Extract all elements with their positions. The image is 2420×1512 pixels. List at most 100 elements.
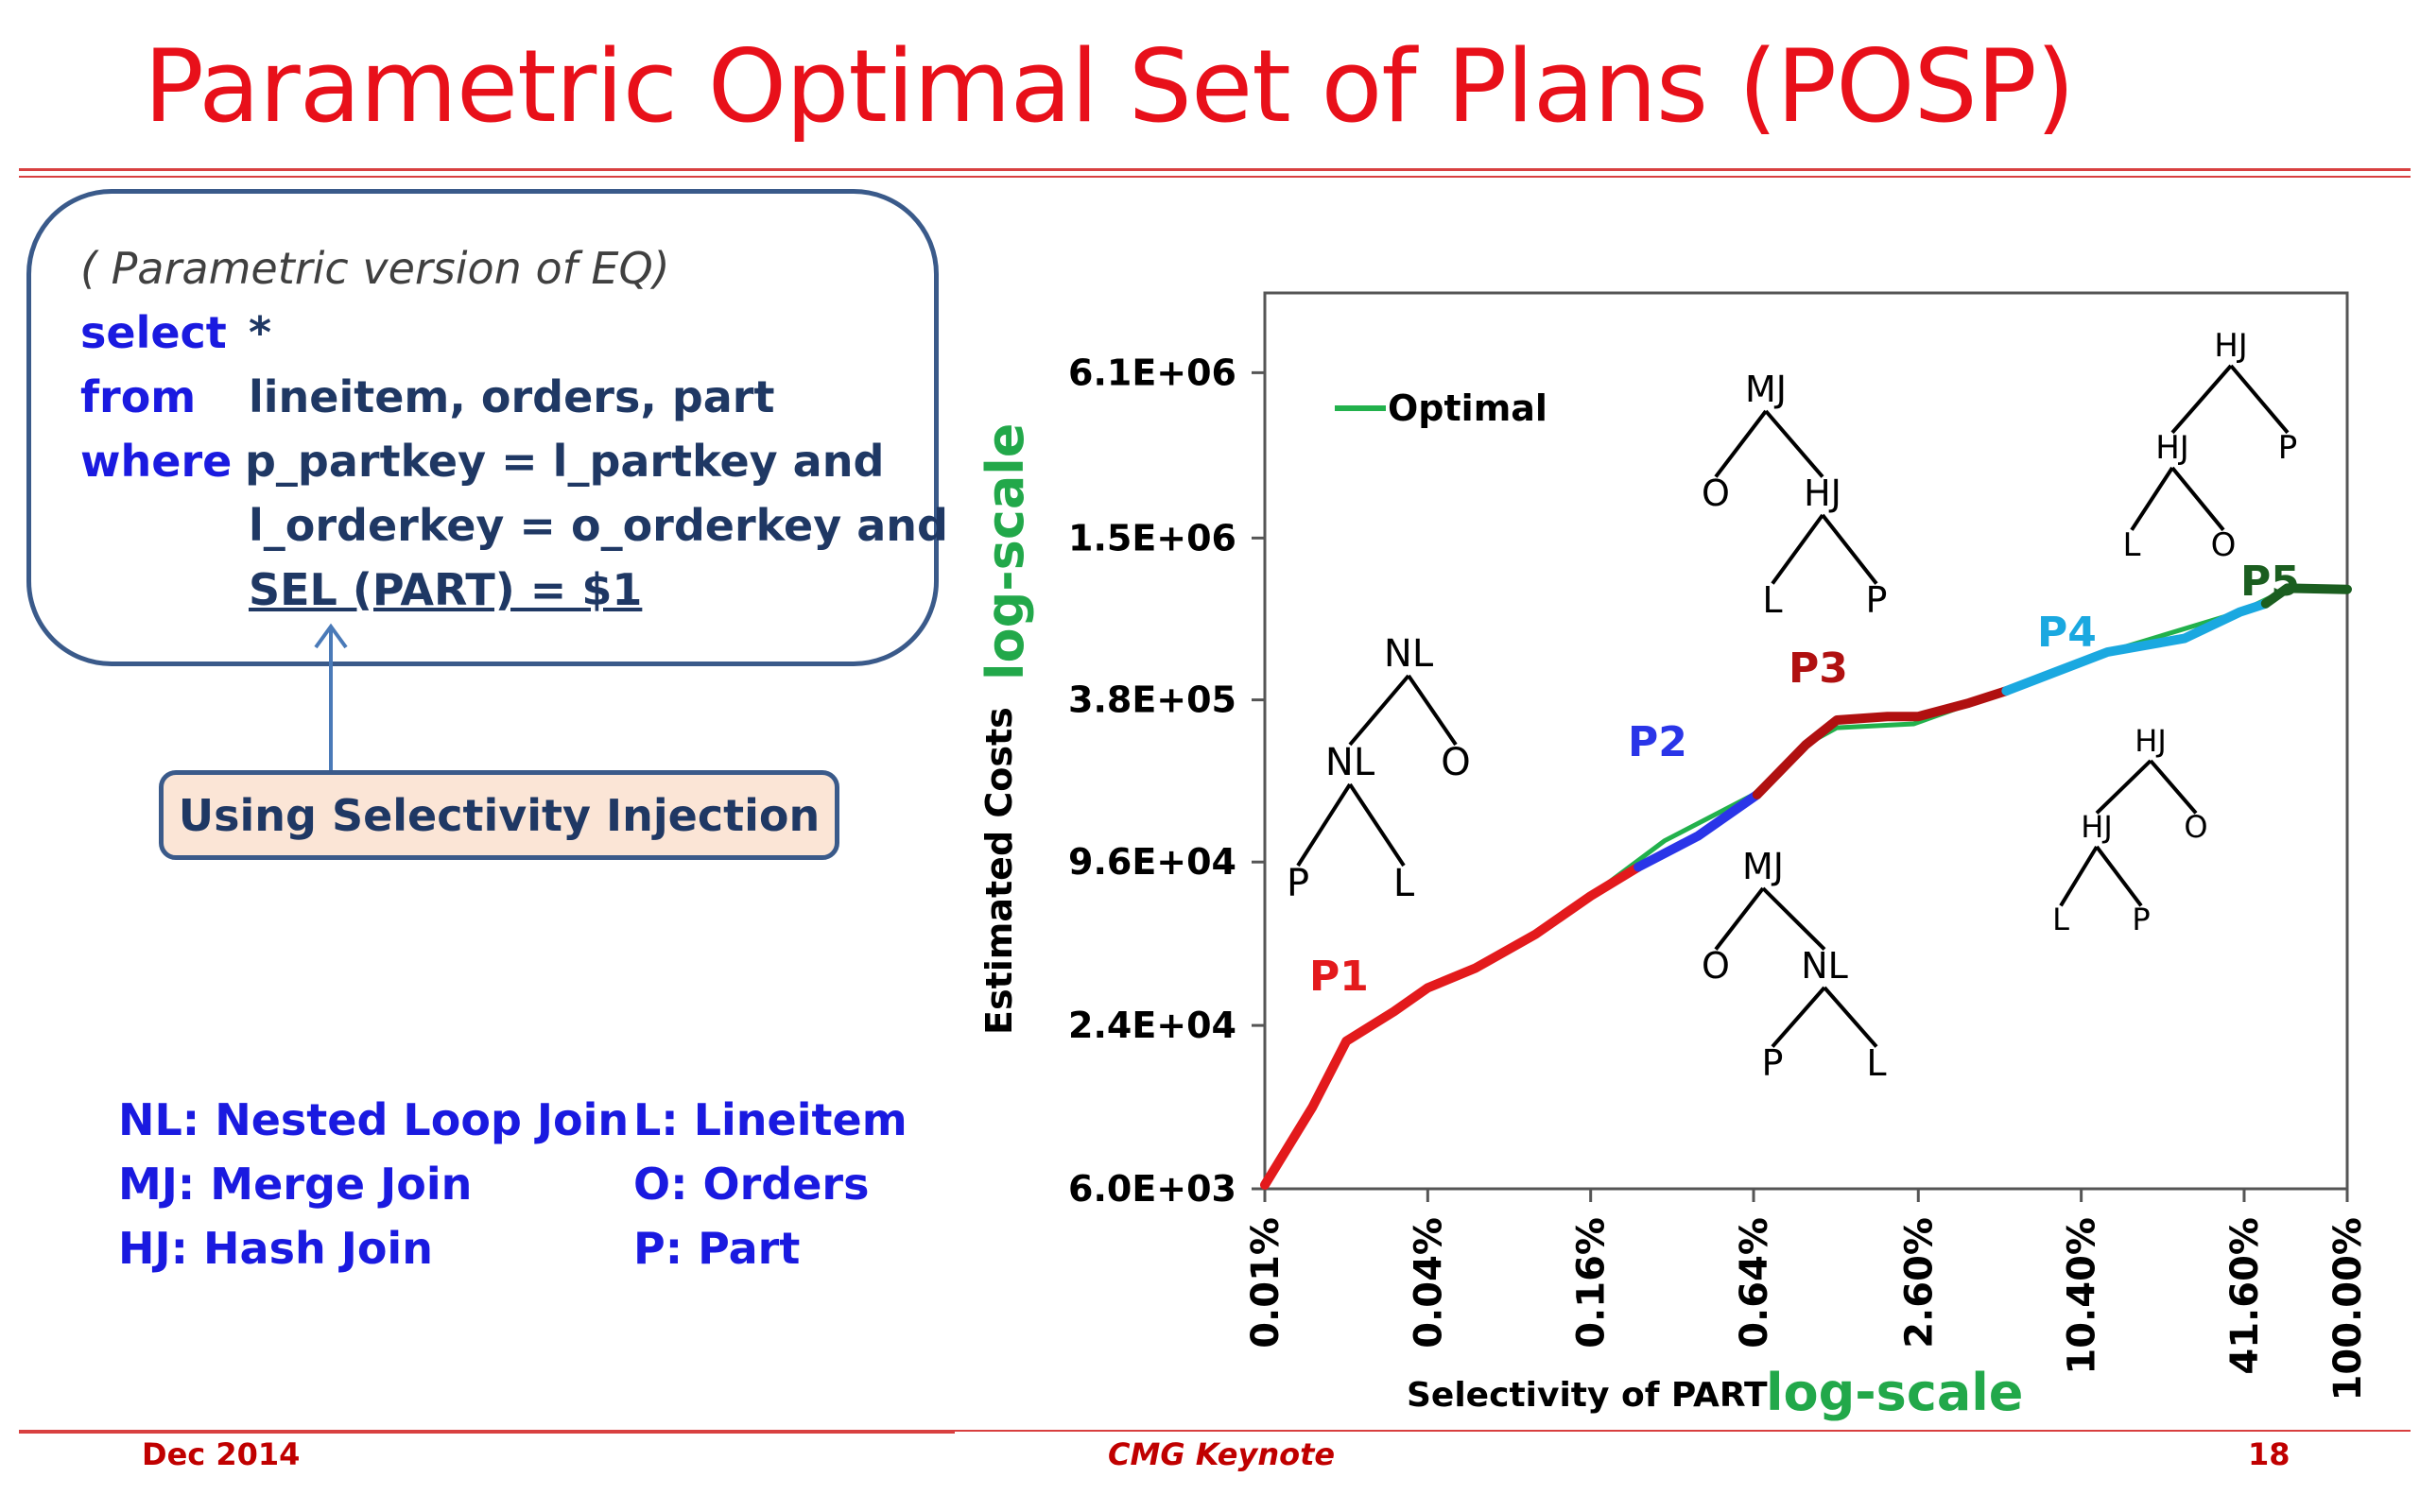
plan-tree: HJ HJ P L O xyxy=(2123,327,2298,564)
y-axis-label: Estimated Costs xyxy=(978,707,1020,1035)
series-p2 xyxy=(1634,789,1762,872)
title-divider-top xyxy=(19,168,2411,171)
legend-l: L: Lineitem xyxy=(633,1094,908,1145)
x-tick-label: 100.00% xyxy=(2326,1217,2370,1400)
plan-tree: MJ O HJ L P xyxy=(1702,369,1887,621)
plan-trees: NL NL O P L MJ O HJ L P HJ HJ P L O HJ HJ O L P MJ O NL P L xyxy=(1287,327,2297,1084)
tree-node: O xyxy=(1702,945,1730,987)
tree-edge xyxy=(1761,886,1826,952)
series-p4 xyxy=(2001,598,2271,696)
tree-edge xyxy=(1296,782,1352,868)
tree-node: L xyxy=(1866,1042,1886,1084)
tree-node: HJ xyxy=(1804,472,1841,514)
injection-arrow xyxy=(314,623,348,770)
x-scale-note: log-scale xyxy=(1766,1363,2023,1422)
tree-edge xyxy=(1764,409,1824,478)
tree-node: MJ xyxy=(1742,846,1784,887)
tree-node: P xyxy=(1287,862,1309,905)
query-box: ( Parametric version of EQ) select * fro… xyxy=(26,189,948,666)
y-tick-label: 1.5E+06 xyxy=(1068,517,1236,558)
tree-node: HJ xyxy=(2135,723,2167,759)
tree-node: L xyxy=(2123,526,2141,564)
footer-event: CMG Keynote xyxy=(1108,1436,1336,1472)
legend-nl: NL: Nested Loop Join xyxy=(118,1094,630,1145)
tree-edge xyxy=(2095,845,2143,907)
legend-label-optimal: Optimal xyxy=(1388,387,1547,429)
plan-label-p5: P5 xyxy=(2240,558,2300,606)
plan-tree: HJ HJ O L P xyxy=(2052,723,2208,937)
tree-node: HJ xyxy=(2214,327,2248,365)
plan-label-p3: P3 xyxy=(1789,644,1848,693)
select-value: * xyxy=(249,307,272,358)
footer-divider-left xyxy=(19,1430,955,1434)
from-value: lineitem, orders, part xyxy=(249,371,775,422)
tree-node: NL xyxy=(1384,632,1434,676)
keyword-from: from xyxy=(80,371,197,422)
footer-divider-right xyxy=(955,1430,2411,1432)
tree-node: HJ xyxy=(2155,429,2189,467)
y-axis: 6.0E+03 2.4E+04 9.6E+04 3.8E+05 1.5E+06 6.1E+… xyxy=(1068,352,1265,1210)
x-tick-label: 0.04% xyxy=(1407,1217,1450,1349)
x-tick-label: 0.16% xyxy=(1570,1217,1614,1349)
tree-edge xyxy=(1823,986,1878,1048)
keyword-where: where xyxy=(80,436,233,487)
title-divider-bottom xyxy=(19,176,2411,178)
tree-node: MJ xyxy=(1745,369,1787,410)
tree-node: NL xyxy=(1801,945,1848,987)
tree-edge xyxy=(2170,364,2233,435)
tree-edge xyxy=(2095,759,2152,815)
x-tick-label: 0.01% xyxy=(1244,1217,1288,1349)
plot-frame xyxy=(1263,291,2349,1191)
x-tick-label: 10.40% xyxy=(2061,1217,2104,1375)
x-tick-label: 2.60% xyxy=(1897,1217,1941,1349)
x-tick-label: 0.64% xyxy=(1733,1217,1776,1349)
series-layer xyxy=(1260,583,2352,1190)
tree-edge xyxy=(2229,364,2290,435)
tree-edge xyxy=(1714,886,1765,951)
tree-node: O xyxy=(1702,472,1730,514)
tree-edge xyxy=(1714,409,1768,478)
series-p5 xyxy=(2260,583,2352,609)
keyword-select: select xyxy=(80,307,227,358)
footer-date: Dec 2014 xyxy=(142,1436,301,1472)
tree-edge xyxy=(1771,986,1826,1048)
tree-edge xyxy=(2130,466,2174,531)
tree-node: O xyxy=(2184,809,2207,845)
plan-tree: NL NL O P L xyxy=(1287,632,1471,905)
where-line-2: l_orderkey = o_orderkey and xyxy=(249,500,948,551)
series-p3 xyxy=(1752,686,2012,799)
tree-edge xyxy=(1348,782,1406,868)
legend-p: P: Part xyxy=(633,1223,801,1274)
plan-label-p4: P4 xyxy=(2037,609,2097,657)
tree-edge xyxy=(2149,759,2198,815)
tree-edge xyxy=(1407,674,1458,747)
y-scale-note: log-scale xyxy=(976,423,1035,680)
legend-mj: MJ: Merge Join xyxy=(118,1159,473,1210)
tree-node: P xyxy=(1762,1042,1784,1084)
plan-label-p2: P2 xyxy=(1628,718,1687,766)
slide-title: Parametric Optimal Set of Plans (POSP) xyxy=(144,28,2075,145)
footer-page-number: 18 xyxy=(2248,1436,2290,1472)
tree-node: L xyxy=(1393,862,1415,905)
where-line-1: p_partkey = l_partkey and xyxy=(245,436,885,487)
y-tick-label: 6.0E+03 xyxy=(1068,1168,1236,1210)
tree-edge xyxy=(1348,674,1410,747)
tree-node: L xyxy=(1762,579,1782,621)
tree-node: HJ xyxy=(2081,809,2113,845)
chart-legend: Optimal xyxy=(1335,387,1547,429)
tree-edge xyxy=(2170,466,2225,532)
x-axis: 0.01% 0.04% 0.16% 0.64% 2.60% 10.40% 41.60% 100… xyxy=(1244,1189,2370,1400)
tree-node: O xyxy=(2211,526,2237,564)
legend-o: O: Orders xyxy=(633,1159,870,1210)
tree-node: P xyxy=(2278,429,2298,467)
y-tick-label: 3.8E+05 xyxy=(1068,679,1236,721)
y-tick-label: 9.6E+04 xyxy=(1068,841,1236,883)
tree-node: L xyxy=(2052,902,2069,937)
y-tick-label: 2.4E+04 xyxy=(1068,1005,1236,1046)
selectivity-injection-box: Using Selectivity Injection xyxy=(159,770,839,860)
tree-node: NL xyxy=(1325,741,1375,784)
x-tick-label: 41.60% xyxy=(2223,1217,2267,1375)
legend-hj: HJ: Hash Join xyxy=(118,1223,433,1274)
tree-edge xyxy=(1821,513,1878,585)
